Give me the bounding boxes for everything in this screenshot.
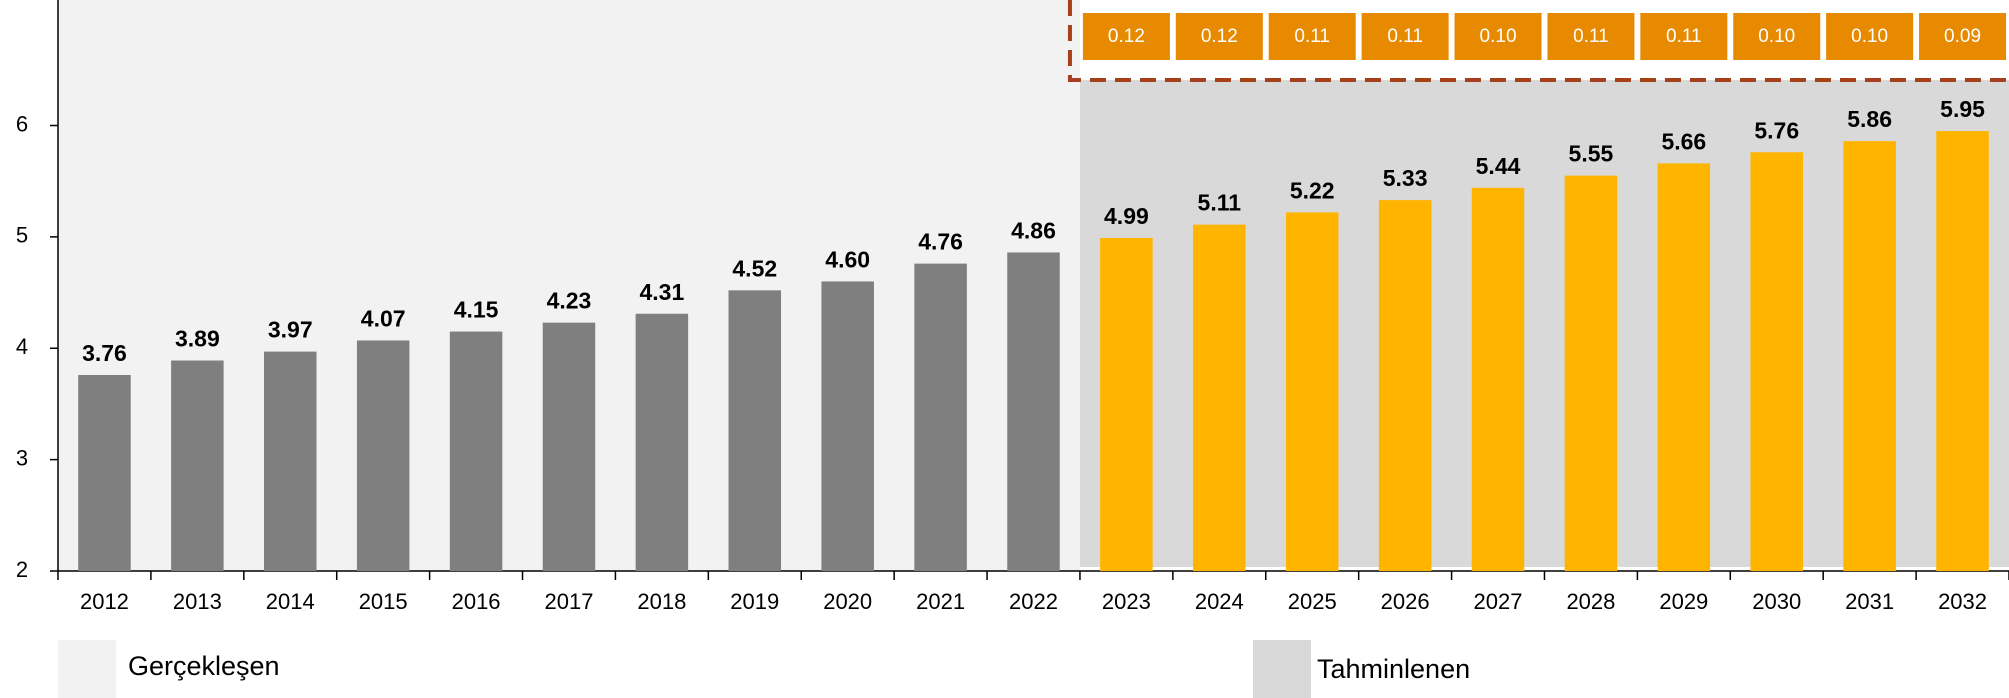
growth-box bbox=[1175, 13, 1263, 60]
value-label: 4.15 bbox=[454, 297, 499, 323]
bar bbox=[1936, 131, 1989, 571]
x-tick-label: 2015 bbox=[359, 589, 408, 614]
value-label: 4.23 bbox=[547, 288, 592, 314]
value-label: 5.95 bbox=[1940, 96, 1985, 122]
x-tick-label: 2012 bbox=[80, 589, 129, 614]
legend-swatch bbox=[58, 640, 116, 698]
x-tick-label: 2020 bbox=[823, 589, 872, 614]
bar bbox=[542, 322, 596, 571]
x-tick-label: 2032 bbox=[1938, 589, 1987, 614]
bar bbox=[1193, 224, 1246, 571]
value-label: 3.89 bbox=[175, 326, 220, 352]
value-label: 5.76 bbox=[1754, 117, 1799, 143]
y-tick-label: 5 bbox=[16, 223, 28, 248]
value-label: 4.07 bbox=[361, 306, 406, 332]
value-label: 3.76 bbox=[82, 340, 127, 366]
bar bbox=[1285, 212, 1339, 572]
x-tick-label: 2028 bbox=[1566, 589, 1615, 614]
x-tick-label: 2026 bbox=[1381, 589, 1430, 614]
x-tick-label: 2031 bbox=[1845, 589, 1894, 614]
legend-label: Tahminlenen bbox=[1317, 654, 1470, 684]
bar bbox=[914, 263, 967, 571]
growth-label: 0.11 bbox=[1666, 26, 1702, 47]
bar bbox=[1007, 252, 1060, 572]
x-tick-label: 2018 bbox=[637, 589, 686, 614]
x-tick-label: 2029 bbox=[1659, 589, 1708, 614]
legend-swatch bbox=[1253, 640, 1311, 698]
x-tick-label: 2017 bbox=[544, 589, 593, 614]
x-tick-label: 2013 bbox=[173, 589, 222, 614]
growth-label: 0.12 bbox=[1108, 26, 1145, 47]
growth-label: 0.10 bbox=[1758, 26, 1795, 47]
growth-box bbox=[1547, 13, 1635, 60]
bar bbox=[78, 374, 131, 571]
growth-box bbox=[1919, 13, 2007, 60]
growth-box bbox=[1733, 13, 1821, 60]
x-tick-label: 2021 bbox=[916, 589, 965, 614]
value-label: 5.22 bbox=[1290, 177, 1335, 203]
value-label: 4.31 bbox=[639, 279, 684, 305]
legend-label: Gerçekleşen bbox=[128, 651, 280, 681]
bar bbox=[1100, 237, 1153, 571]
growth-box bbox=[1082, 13, 1170, 60]
x-tick-label: 2025 bbox=[1288, 589, 1337, 614]
x-tick-label: 2024 bbox=[1195, 589, 1244, 614]
x-tick-label: 2023 bbox=[1102, 589, 1151, 614]
growth-label: 0.10 bbox=[1851, 26, 1888, 47]
value-label: 5.44 bbox=[1476, 153, 1521, 179]
value-label: 3.97 bbox=[268, 317, 313, 343]
bar bbox=[1378, 200, 1432, 572]
x-tick-label: 2019 bbox=[730, 589, 779, 614]
growth-label: 0.11 bbox=[1573, 26, 1609, 47]
growth-label: 0.11 bbox=[1387, 26, 1423, 47]
value-label: 4.76 bbox=[918, 229, 963, 255]
bar bbox=[264, 351, 317, 571]
bar bbox=[1657, 163, 1711, 571]
y-tick-label: 3 bbox=[16, 445, 28, 470]
growth-label: 0.09 bbox=[1944, 26, 1981, 47]
x-tick-label: 2030 bbox=[1752, 589, 1801, 614]
x-tick-label: 2014 bbox=[266, 589, 315, 614]
y-tick-label: 4 bbox=[16, 334, 28, 359]
growth-box bbox=[1640, 13, 1728, 60]
bar bbox=[449, 331, 503, 571]
y-tick-label: 2 bbox=[16, 557, 28, 582]
value-label: 5.66 bbox=[1661, 128, 1706, 154]
x-tick-label: 2027 bbox=[1474, 589, 1523, 614]
y-tick-label: 6 bbox=[16, 111, 28, 136]
bar bbox=[821, 281, 874, 571]
forecast-frame bbox=[1067, 0, 2009, 82]
bar bbox=[1750, 152, 1803, 572]
value-label: 4.60 bbox=[825, 247, 870, 273]
growth-label: 0.12 bbox=[1201, 26, 1238, 47]
bar bbox=[1564, 175, 1618, 572]
bar bbox=[1471, 187, 1525, 572]
value-label: 4.52 bbox=[732, 255, 777, 281]
x-tick-label: 2016 bbox=[452, 589, 501, 614]
growth-box bbox=[1361, 13, 1449, 60]
bar bbox=[728, 290, 782, 571]
value-label: 5.55 bbox=[1569, 141, 1614, 167]
value-label: 5.33 bbox=[1383, 165, 1428, 191]
bar bbox=[1843, 141, 1896, 571]
value-label: 4.99 bbox=[1104, 203, 1149, 229]
value-label: 5.11 bbox=[1198, 190, 1242, 216]
bar bbox=[635, 313, 689, 571]
growth-box bbox=[1268, 13, 1356, 60]
growth-box bbox=[1826, 13, 1914, 60]
growth-label: 0.10 bbox=[1480, 26, 1517, 47]
bar bbox=[171, 360, 224, 571]
growth-label: 0.11 bbox=[1294, 26, 1330, 47]
x-tick-label: 2022 bbox=[1009, 589, 1058, 614]
value-label: 5.86 bbox=[1847, 106, 1892, 132]
value-label: 4.86 bbox=[1011, 218, 1056, 244]
growth-box bbox=[1454, 13, 1542, 60]
bar bbox=[356, 340, 410, 571]
